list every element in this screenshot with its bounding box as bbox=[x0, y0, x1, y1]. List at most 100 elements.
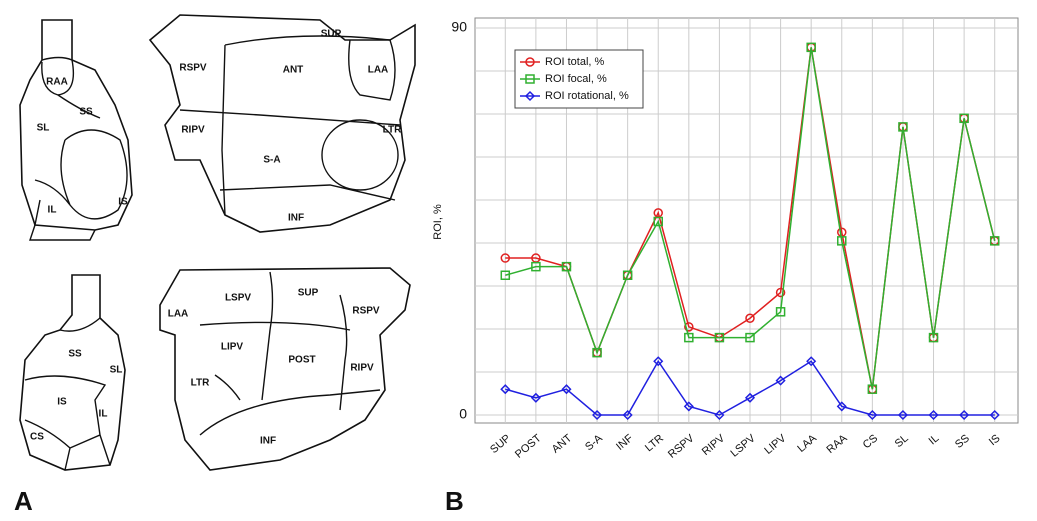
marker bbox=[867, 384, 878, 394]
marker bbox=[989, 236, 1000, 246]
region-label: IS bbox=[118, 197, 128, 208]
region-label: SUP bbox=[298, 288, 319, 299]
marker bbox=[775, 375, 786, 386]
x-tick-label: RSPV bbox=[666, 432, 697, 461]
marker bbox=[591, 409, 603, 421]
region-label: RSPV bbox=[179, 63, 207, 74]
marker bbox=[592, 347, 602, 358]
marker bbox=[500, 270, 511, 280]
region-label: RIPV bbox=[181, 125, 205, 136]
outline bbox=[179, 35, 401, 216]
region-label: SS bbox=[79, 107, 93, 118]
marker bbox=[622, 270, 633, 280]
marker bbox=[928, 332, 939, 343]
marker bbox=[683, 401, 694, 412]
marker bbox=[745, 332, 755, 343]
x-tick-label: IS bbox=[987, 432, 1003, 448]
marker bbox=[561, 261, 572, 272]
region-label: RIPV bbox=[350, 363, 374, 374]
marker bbox=[897, 409, 909, 421]
marker bbox=[500, 253, 511, 263]
region-label: LTR bbox=[191, 378, 210, 389]
x-tick-label: LIPV bbox=[762, 432, 788, 457]
diagram: RAA SS SL IS IL SUP RSPV ANT LAA RIPV LT… bbox=[19, 14, 416, 471]
outline bbox=[29, 56, 128, 241]
panel-label: B bbox=[445, 486, 464, 516]
marker bbox=[525, 74, 535, 84]
region-label: S-A bbox=[263, 155, 280, 166]
x-tick-label: SUP bbox=[488, 432, 513, 456]
marker bbox=[745, 313, 755, 323]
marker bbox=[531, 261, 541, 272]
marker bbox=[867, 409, 878, 421]
marker bbox=[500, 384, 511, 395]
legend-label: ROI total, % bbox=[545, 56, 605, 68]
outline bbox=[19, 19, 133, 231]
marker bbox=[524, 90, 536, 102]
x-tick-label: RAA bbox=[825, 432, 851, 456]
region-label: SL bbox=[37, 123, 50, 134]
y-axis-label: ROI, % bbox=[432, 204, 444, 240]
region-label: SL bbox=[110, 365, 123, 376]
x-tick-label: LSPV bbox=[729, 432, 759, 460]
x-tick-label: S-A bbox=[583, 432, 605, 453]
marker bbox=[714, 332, 725, 343]
series-line bbox=[505, 359, 995, 416]
marker bbox=[959, 409, 970, 421]
region-label: RSPV bbox=[352, 306, 380, 317]
region-label: RAA bbox=[46, 77, 68, 88]
marker bbox=[806, 356, 817, 367]
region-label: LTR bbox=[383, 125, 402, 136]
x-tick-label: IL bbox=[927, 432, 942, 447]
y-tick-label: 0 bbox=[459, 406, 467, 422]
marker bbox=[775, 287, 786, 298]
region-label: IS bbox=[57, 397, 67, 408]
marker bbox=[530, 392, 541, 403]
marker bbox=[653, 216, 663, 227]
x-tick-label: SL bbox=[893, 432, 911, 450]
marker bbox=[775, 307, 786, 317]
x-tick-label: INF bbox=[614, 432, 636, 453]
marker bbox=[684, 332, 694, 343]
region-label: SUP bbox=[321, 29, 342, 40]
marker bbox=[836, 401, 847, 412]
marker bbox=[684, 322, 694, 332]
x-tick-label: POST bbox=[513, 432, 544, 461]
region-label: LAA bbox=[168, 309, 189, 320]
marker bbox=[714, 409, 725, 421]
region-label: POST bbox=[288, 355, 315, 366]
region-label: LAA bbox=[368, 65, 389, 76]
panel-label: A bbox=[14, 486, 33, 516]
marker bbox=[806, 42, 816, 53]
region-label: IL bbox=[99, 409, 108, 420]
plot-frame bbox=[474, 17, 1019, 424]
region-label: IL bbox=[48, 205, 57, 216]
marker bbox=[561, 384, 572, 395]
y-tick-label: 90 bbox=[451, 19, 467, 35]
legend-label: ROI rotational, % bbox=[545, 90, 629, 102]
region-label: INF bbox=[260, 436, 276, 447]
region-label: CS bbox=[30, 432, 44, 443]
marker bbox=[837, 236, 847, 246]
marker bbox=[928, 409, 939, 421]
marker bbox=[989, 409, 1000, 421]
series-line bbox=[505, 47, 996, 390]
marker bbox=[622, 409, 633, 421]
region-label: ANT bbox=[283, 65, 304, 76]
chart: 0 90 SUP POST ANT S-A INF LTR RSPV RIPV LSPV LIPV LA… bbox=[451, 17, 1019, 461]
region-label: LIPV bbox=[221, 342, 244, 353]
outline bbox=[199, 271, 381, 436]
marker bbox=[525, 57, 535, 67]
region-label: LSPV bbox=[225, 293, 251, 304]
region-label: INF bbox=[288, 213, 304, 224]
x-tick-label: CS bbox=[861, 432, 880, 451]
marker bbox=[898, 122, 908, 132]
x-tick-label: LTR bbox=[643, 432, 666, 454]
marker bbox=[959, 113, 969, 124]
outline bbox=[24, 317, 111, 471]
legend-label: ROI focal, % bbox=[545, 73, 607, 85]
x-tick-label: SS bbox=[953, 432, 972, 451]
marker bbox=[653, 356, 664, 367]
x-tick-label: RIPV bbox=[700, 432, 728, 458]
